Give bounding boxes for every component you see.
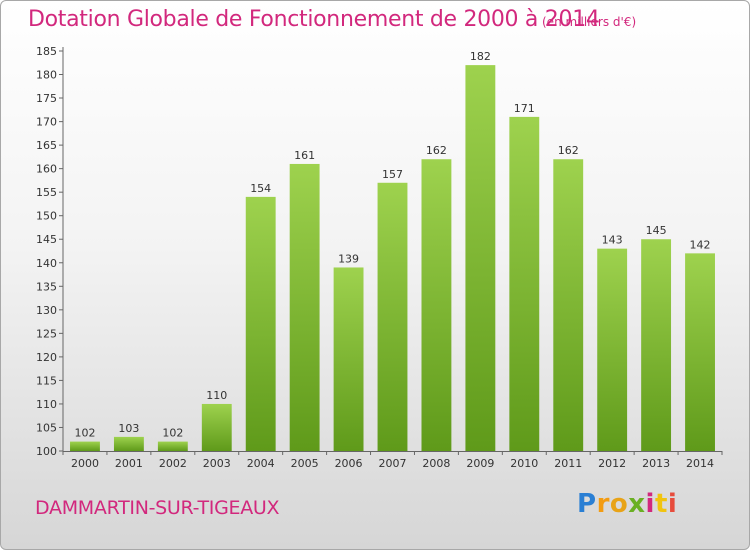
x-tick-label: 2004: [247, 457, 275, 470]
y-tick-label: 105: [36, 421, 57, 434]
x-tick-label: 2008: [422, 457, 450, 470]
y-tick-label: 170: [36, 116, 57, 129]
x-tick-label: 2011: [554, 457, 582, 470]
bar: [201, 403, 232, 451]
chart-title: Dotation Globale de Fonctionnement de 20…: [28, 7, 600, 32]
y-tick-label: 140: [36, 257, 57, 270]
x-tick-label: 2000: [71, 457, 99, 470]
y-tick-label: 110: [36, 398, 57, 411]
data-label: 143: [602, 234, 623, 247]
bar: [157, 441, 188, 451]
x-tick-label: 2005: [291, 457, 319, 470]
y-tick-label: 145: [36, 233, 57, 246]
y-tick-label: 115: [36, 374, 57, 387]
y-tick-label: 160: [36, 163, 57, 176]
data-label: 157: [382, 168, 403, 181]
x-tick-label: 2012: [598, 457, 626, 470]
bar: [289, 163, 320, 452]
bar: [113, 436, 144, 451]
bar: [421, 159, 452, 451]
y-tick-label: 180: [36, 69, 57, 82]
data-label: 162: [558, 144, 579, 157]
y-tick-label: 100: [36, 445, 57, 458]
data-label: 162: [426, 144, 447, 157]
data-label: 161: [294, 149, 315, 162]
x-tick-label: 2006: [335, 457, 363, 470]
bar: [553, 159, 584, 451]
y-tick-label: 155: [36, 186, 57, 199]
x-tick-label: 2002: [159, 457, 187, 470]
data-label: 145: [646, 224, 667, 237]
bar: [465, 65, 496, 451]
x-tick-label: 2010: [510, 457, 538, 470]
x-tick-label: 2003: [203, 457, 231, 470]
data-label: 110: [206, 389, 227, 402]
y-tick-label: 175: [36, 92, 57, 105]
logo-letter: i: [667, 489, 678, 519]
x-tick-label: 2001: [115, 457, 143, 470]
x-tick-label: 2007: [379, 457, 407, 470]
y-tick-label: 120: [36, 351, 57, 364]
bar: [70, 441, 100, 451]
y-tick-label: 125: [36, 327, 57, 340]
data-label: 182: [470, 50, 491, 63]
data-label: 103: [118, 422, 139, 435]
data-label: 139: [338, 252, 359, 265]
logo-letter: i: [645, 489, 655, 519]
data-label: 171: [514, 102, 535, 115]
data-label: 142: [690, 238, 711, 251]
logo-letter: o: [609, 489, 629, 519]
logo-letter: P: [577, 489, 597, 519]
logo-letter: t: [654, 489, 668, 519]
y-tick-label: 135: [36, 280, 57, 293]
proxiti-logo: Proxiti: [577, 489, 677, 519]
y-tick-label: 165: [36, 139, 57, 152]
bar: [685, 253, 715, 451]
logo-letter: r: [596, 489, 610, 519]
bar: [597, 248, 628, 451]
x-tick-label: 2013: [642, 457, 670, 470]
bar: [641, 239, 672, 451]
bar: [245, 196, 276, 451]
bar: [377, 182, 408, 451]
y-tick-label: 130: [36, 304, 57, 317]
data-label: 102: [74, 427, 95, 440]
commune-name: DAMMARTIN-SUR-TIGEAUX: [35, 497, 280, 519]
x-tick-label: 2014: [686, 457, 714, 470]
logo-letter: x: [628, 489, 646, 519]
bar: [509, 116, 540, 451]
chart-unit-note: (en milliers d'€): [542, 15, 637, 29]
bar: [333, 267, 364, 451]
data-label: 102: [162, 427, 183, 440]
y-tick-label: 185: [36, 45, 57, 58]
x-tick-label: 2009: [466, 457, 494, 470]
y-tick-label: 150: [36, 210, 57, 223]
data-label: 154: [250, 182, 271, 195]
